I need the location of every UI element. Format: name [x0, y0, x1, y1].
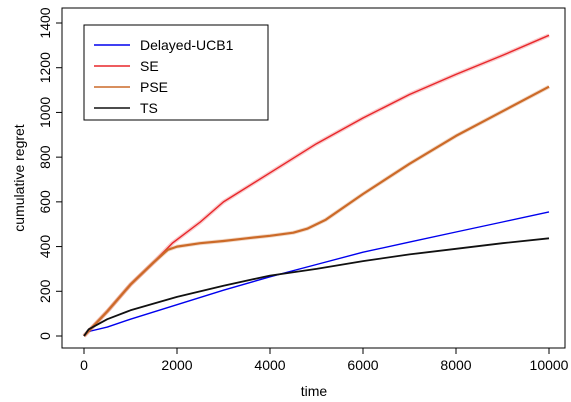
x-tick-label: 8000	[440, 357, 471, 373]
y-axis-title: cumulative regret	[11, 124, 27, 231]
legend-box	[83, 24, 269, 121]
x-axis-title: time	[301, 383, 328, 399]
y-tick-label: 0	[37, 332, 53, 340]
x-tick-label: 4000	[254, 357, 285, 373]
series-line-ts	[83, 237, 550, 337]
y-axis: 0 200 400 600 800 1000 1200 1400	[37, 7, 63, 340]
x-tick-label: 0	[80, 357, 88, 373]
y-tick-label: 1200	[37, 52, 53, 83]
y-tick-label: 600	[37, 190, 53, 214]
series-layer	[82, 33, 550, 338]
series-line-pse	[83, 85, 550, 337]
y-tick-label: 400	[37, 235, 53, 259]
x-tick-label: 2000	[161, 357, 192, 373]
y-tick-label: 1400	[37, 7, 53, 38]
x-axis: 0 2000 4000 6000 8000 10000	[80, 347, 569, 373]
series-line-delayed-ucb1	[83, 211, 550, 337]
y-tick-label: 800	[37, 145, 53, 169]
legend-label: PSE	[140, 79, 168, 95]
legend-label: Delayed-UCB1	[140, 37, 234, 53]
legend-label: TS	[140, 100, 158, 116]
x-tick-label: 6000	[347, 357, 378, 373]
legend: Delayed-UCB1 SE PSE TS	[83, 24, 269, 121]
y-tick-label: 200	[37, 279, 53, 303]
legend-label: SE	[140, 58, 159, 74]
y-tick-label: 1000	[37, 97, 53, 128]
x-tick-label: 10000	[530, 357, 569, 373]
